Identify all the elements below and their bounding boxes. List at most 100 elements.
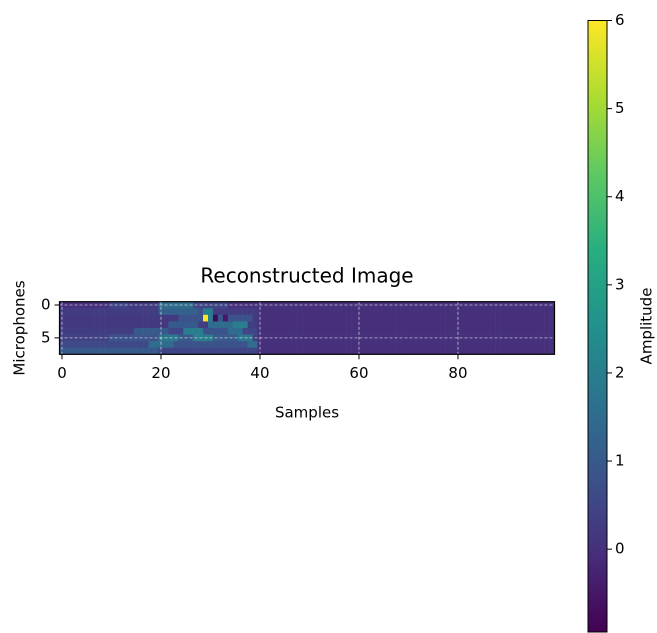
heatmap-cell (485, 301, 491, 309)
heatmap-cell (89, 347, 95, 355)
heatmap-cell (153, 321, 159, 329)
heatmap-cell (242, 328, 248, 335)
heatmap-cell (242, 347, 248, 355)
heatmap-cell (163, 328, 169, 335)
heatmap-cell (410, 308, 417, 316)
heatmap-cell (470, 321, 476, 329)
y-tick-label: 5 (41, 328, 51, 346)
heatmap-cell (242, 314, 248, 322)
heatmap-cell (316, 347, 323, 355)
heatmap-cell (480, 321, 486, 329)
heatmap-cell (297, 347, 303, 355)
heatmap-cell (406, 308, 412, 316)
heatmap-cell (505, 308, 511, 316)
heatmap-cell (123, 341, 130, 349)
heatmap-cell (153, 328, 159, 335)
colorbar-label: Amplitude (638, 288, 656, 365)
heatmap-cell (321, 308, 328, 316)
heatmap-cell (188, 314, 194, 322)
heatmap-cell (460, 347, 466, 355)
heatmap-cell (361, 321, 367, 329)
heatmap-cell (267, 341, 273, 349)
heatmap-cell (143, 341, 149, 349)
heatmap-cell (331, 321, 337, 329)
heatmap-cell (148, 347, 154, 355)
heatmap-cell (376, 341, 382, 349)
heatmap-cell (247, 308, 253, 316)
heatmap-cell (123, 308, 130, 316)
heatmap-cell (455, 321, 461, 329)
heatmap-cell (341, 301, 347, 309)
heatmap-cell (410, 301, 417, 309)
heatmap-cell (465, 308, 471, 316)
heatmap-cell (163, 314, 169, 322)
heatmap-cell (257, 347, 263, 355)
heatmap-cell (311, 328, 318, 335)
heatmap-cell (203, 314, 209, 322)
heatmap-cell (366, 314, 372, 322)
heatmap-cell (267, 308, 273, 316)
heatmap-cell (381, 328, 387, 335)
heatmap-cell (465, 321, 471, 329)
heatmap-cell (450, 301, 456, 309)
heatmap-cell (514, 308, 521, 316)
heatmap-cell (123, 321, 130, 329)
colorbar-tick-label: 2 (615, 363, 625, 381)
heatmap-cell (430, 308, 436, 316)
heatmap-cell (425, 301, 432, 309)
heatmap-cell (74, 308, 80, 316)
heatmap-cell (178, 347, 184, 355)
heatmap-cell (460, 301, 466, 309)
heatmap-cell (361, 347, 367, 355)
heatmap-cell (376, 347, 382, 355)
heatmap-cell (346, 301, 352, 309)
heatmap-cell (440, 321, 446, 329)
heatmap-cell (480, 334, 486, 342)
heatmap-cell (366, 321, 372, 329)
heatmap-cell (94, 347, 100, 355)
heatmap-cell (435, 314, 441, 322)
heatmap-cell (247, 347, 253, 355)
heatmap-cell (336, 347, 342, 355)
heatmap-cell (346, 341, 352, 349)
heatmap-cell (104, 321, 110, 329)
heatmap-cell (495, 347, 501, 355)
heatmap-cell (485, 321, 491, 329)
heatmap-cell (381, 301, 387, 309)
heatmap-cell (212, 347, 219, 355)
heatmap-cell (455, 328, 461, 335)
heatmap-cell (529, 347, 535, 355)
heatmap-cell (410, 347, 417, 355)
heatmap-cell (326, 334, 333, 342)
heatmap-cell (514, 301, 521, 309)
heatmap-cell (168, 328, 174, 335)
heatmap-cell (341, 308, 347, 316)
heatmap-cell (529, 321, 535, 329)
heatmap-cell (143, 321, 149, 329)
heatmap-cell (118, 347, 125, 355)
heatmap-cell (282, 314, 288, 322)
heatmap-cell (168, 308, 174, 316)
heatmap-cell (321, 341, 328, 349)
heatmap-cell (118, 321, 125, 329)
heatmap-cell (401, 314, 407, 322)
heatmap-cell (99, 328, 105, 335)
heatmap-cell (277, 328, 283, 335)
heatmap-cell (430, 334, 436, 342)
heatmap-cell (208, 321, 214, 329)
heatmap-cell (410, 321, 417, 329)
heatmap-cell (346, 308, 352, 316)
heatmap-cell (113, 314, 120, 322)
heatmap-cell (262, 321, 268, 329)
heatmap-cell (232, 308, 238, 316)
heatmap-cell (505, 321, 511, 329)
heatmap-cell (341, 347, 347, 355)
heatmap-cell (500, 328, 506, 335)
heatmap-cell (465, 334, 471, 342)
heatmap-cell (425, 308, 432, 316)
heatmap-cell (163, 321, 169, 329)
heatmap-cell (381, 308, 387, 316)
heatmap-cell (356, 347, 362, 355)
colorbar (587, 20, 608, 633)
heatmap-cell (450, 308, 456, 316)
